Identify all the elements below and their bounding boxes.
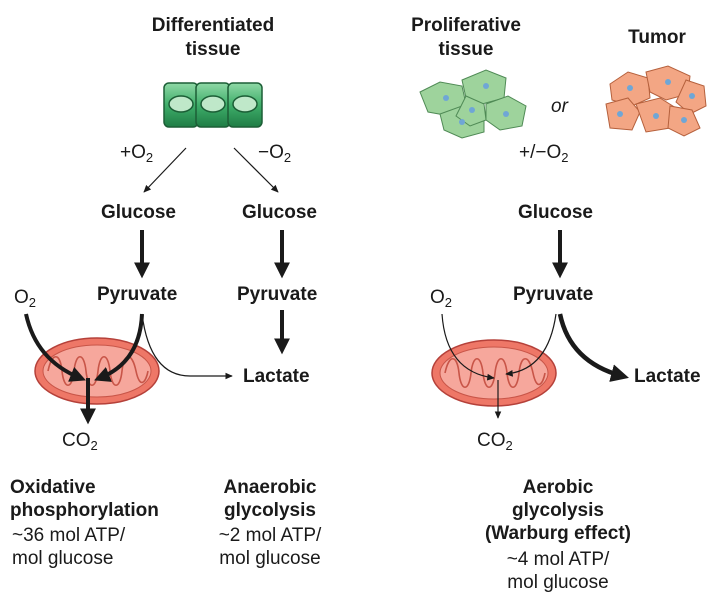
differentiated-tissue-cells (163, 82, 263, 128)
arrow-pyruvate-into-mito-left (94, 313, 144, 382)
co2-subscript-right: 2 (505, 438, 513, 453)
pyruvate-label-1: Pyruvate (97, 284, 178, 305)
oxidative-phosphorylation-yield: ~36 mol ATP/ mol glucose (12, 525, 126, 569)
glucose-label-2: Glucose (242, 202, 317, 223)
proliferative-tissue-header: Proliferative tissue (411, 15, 521, 60)
proliferative-tissue-cells (419, 69, 527, 139)
lactate-label-right: Lactate (634, 366, 701, 387)
mitochondrion-right (431, 339, 557, 407)
tumor-header: Tumor (628, 27, 686, 48)
plus-o2-text: +O (120, 142, 146, 163)
arrow-plus-o2 (143, 147, 187, 193)
arrow-pyruvate-into-mito-right (505, 313, 557, 377)
co2-subscript-left: 2 (90, 438, 98, 453)
arrow-pyruvate-lactate-1 (141, 313, 233, 380)
co2-text-right: CO (477, 430, 506, 451)
aerobic-glycolysis-yield: ~4 mol ATP/ mol glucose (506, 549, 610, 593)
plus-minus-o2-text: +/−O (519, 142, 562, 163)
o2-text-left: O (14, 287, 29, 308)
o2-subscript-right: 2 (444, 295, 453, 310)
plus-minus-o2-subscript: 2 (561, 150, 569, 165)
plus-o2-subscript: 2 (145, 150, 154, 165)
co2-label-left: CO2 (62, 430, 98, 452)
pyruvate-label-2: Pyruvate (237, 284, 318, 305)
plus-o2-label: +O2 (120, 142, 153, 164)
minus-o2-text: −O (258, 142, 284, 163)
co2-text-left: CO (62, 430, 91, 451)
oxidative-phosphorylation-title: Oxidative phosphorylation (10, 477, 159, 521)
or-label: or (551, 96, 568, 117)
arrow-o2-into-mito-left (24, 313, 86, 382)
o2-label-left: O2 (14, 287, 36, 309)
pyruvate-label-right: Pyruvate (513, 284, 594, 305)
lactate-label-left: Lactate (243, 366, 310, 387)
anaerobic-glycolysis-yield: ~2 mol ATP/ mol glucose (218, 525, 322, 569)
differentiated-tissue-header: Differentiated tissue (151, 15, 275, 60)
arrow-minus-o2 (233, 147, 279, 193)
anaerobic-glycolysis-title: Anaerobic glycolysis (223, 477, 317, 521)
co2-label-right: CO2 (477, 430, 513, 452)
o2-label-right: O2 (430, 287, 452, 309)
tumor-cells (605, 65, 707, 137)
o2-subscript-left: 2 (28, 295, 37, 310)
minus-o2-subscript: 2 (283, 150, 292, 165)
arrow-pyruvate-lactate-right (557, 313, 629, 382)
glucose-label-1: Glucose (101, 202, 176, 223)
glucose-label-right: Glucose (518, 202, 593, 223)
minus-o2-label: −O2 (258, 142, 291, 164)
mitochondrion-left (34, 337, 160, 405)
aerobic-glycolysis-title: Aerobic glycolysis (Warburg effect) (484, 477, 632, 544)
o2-text-right: O (430, 287, 445, 308)
arrow-o2-into-mito-right (441, 313, 495, 381)
plus-minus-o2-label: +/−O2 (519, 142, 568, 164)
